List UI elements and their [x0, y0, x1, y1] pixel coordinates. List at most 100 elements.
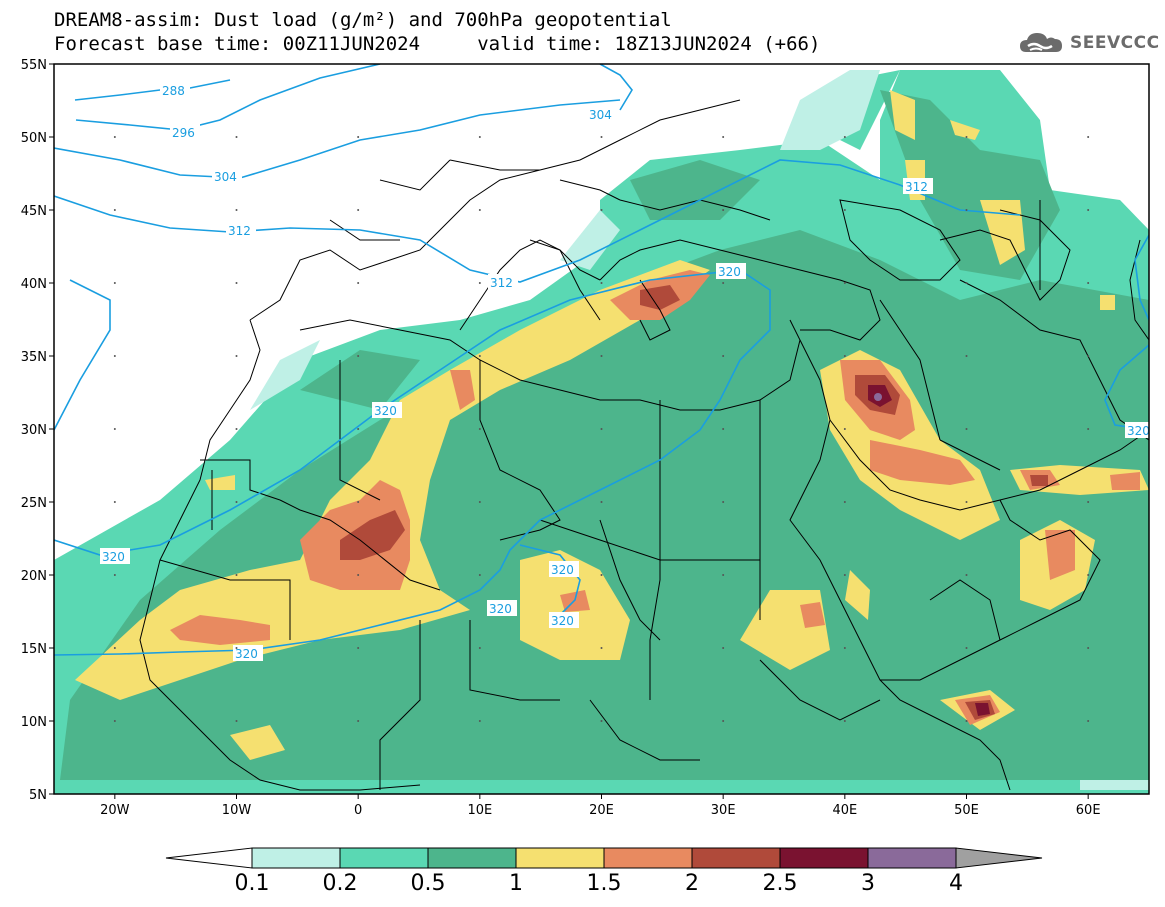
- contour-label-312-east: 312: [905, 180, 928, 194]
- grid-dot: [600, 282, 603, 284]
- lat-tick-label: 55N: [21, 58, 47, 73]
- grid-dot: [235, 720, 238, 722]
- grid-dot: [722, 355, 725, 357]
- grid-dot: [478, 428, 481, 430]
- grid-dot: [357, 282, 360, 284]
- grid-dot: [722, 428, 725, 430]
- grid-dot: [965, 574, 968, 576]
- grid-dot: [843, 428, 846, 430]
- grid-dot: [113, 574, 116, 576]
- grid-dot: [722, 282, 725, 284]
- contour-label-304-west: 304: [214, 170, 237, 184]
- colorbar-segment: [867, 847, 957, 869]
- contour-label-312-west: 312: [228, 224, 251, 238]
- contour-label-320-chad-north: 320: [551, 563, 574, 577]
- grid-dot: [722, 501, 725, 503]
- grid-dot: [1087, 136, 1090, 138]
- colorbar-segment: [339, 847, 429, 869]
- colorbar-label: 3: [861, 871, 875, 896]
- grid-dot: [722, 574, 725, 576]
- lat-tick-label: 25N: [21, 496, 47, 511]
- map-plot-area: 288 296 304 304 312 312 312 320 320 320 …: [54, 64, 1150, 794]
- grid-dot: [357, 136, 360, 138]
- grid-dot: [113, 720, 116, 722]
- map-subtitle: Forecast base time: 00Z11JUN2024 valid t…: [54, 33, 821, 55]
- grid-dot: [1087, 282, 1090, 284]
- grid-dot: [843, 501, 846, 503]
- colorbar-label: 0.2: [323, 871, 358, 896]
- grid-dot: [722, 647, 725, 649]
- colorbar-segment: [251, 847, 341, 869]
- lon-tick-label: 10E: [467, 803, 492, 818]
- grid-dot: [600, 136, 603, 138]
- cloud-icon: [1020, 33, 1062, 52]
- contour-label-320-niger: 320: [489, 602, 512, 616]
- grid-dot: [600, 355, 603, 357]
- colorbar-segment: [603, 847, 693, 869]
- grid-dot: [357, 647, 360, 649]
- lat-tick-label: 35N: [21, 350, 47, 365]
- lat-tick-label: 40N: [21, 277, 47, 292]
- grid-dot: [357, 209, 360, 211]
- longitude-axis: 20W 10W 0 10E 20E 30E 40E 50E 60E: [100, 794, 1101, 818]
- colorbar: 0.1 0.2 0.5 1 1.5 2 2.5 3 4: [165, 847, 1043, 896]
- colorbar-label: 2.5: [763, 871, 798, 896]
- contour-label-288: 288: [162, 84, 185, 98]
- grid-dot: [1087, 428, 1090, 430]
- lon-tick-label: 20W: [100, 803, 130, 818]
- lon-tick-label: 20E: [589, 803, 614, 818]
- grid-dot: [965, 282, 968, 284]
- contour-label-320-algeria: 320: [374, 404, 397, 418]
- grid-dot: [965, 428, 968, 430]
- grid-dot: [843, 355, 846, 357]
- grid-dot: [478, 501, 481, 503]
- grid-dot: [113, 355, 116, 357]
- colorbar-label: 2: [685, 871, 699, 896]
- grid-dot: [113, 647, 116, 649]
- contour-label-320-east: 320: [1127, 424, 1150, 438]
- contour-label-320-chad-south: 320: [551, 614, 574, 628]
- lat-tick-label: 10N: [21, 715, 47, 730]
- grid-dot: [357, 428, 360, 430]
- lon-tick-label: 50E: [954, 803, 979, 818]
- grid-dot: [113, 501, 116, 503]
- coastlines: [139, 99, 1149, 791]
- contour-label-320-sahel: 320: [235, 647, 258, 661]
- seevccc-logo: SEEVCCC: [1018, 28, 1160, 58]
- grid-dot: [478, 282, 481, 284]
- grid-dot: [843, 282, 846, 284]
- lon-tick-label: 0: [354, 803, 362, 818]
- lat-tick-label: 50N: [21, 131, 47, 146]
- grid-dot: [1087, 647, 1090, 649]
- grid-dot: [478, 355, 481, 357]
- lat-tick-label: 30N: [21, 423, 47, 438]
- grid-dot: [965, 720, 968, 722]
- grid-dot: [235, 136, 238, 138]
- grid-dot: [600, 574, 603, 576]
- grid-dot: [843, 209, 846, 211]
- grid-dot: [965, 501, 968, 503]
- colorbar-segment: [427, 847, 517, 869]
- grid-dot: [843, 574, 846, 576]
- grid-dot: [600, 428, 603, 430]
- grid-dot: [600, 501, 603, 503]
- logo-text: SEEVCCC: [1070, 33, 1160, 53]
- grid-dot: [235, 428, 238, 430]
- contour-label-304-east: 304: [589, 108, 612, 122]
- grid-dot: [600, 647, 603, 649]
- map-title: DREAM8-assim: Dust load (g/m²) and 700hP…: [54, 9, 672, 31]
- colorbar-over-triangle: [955, 847, 1043, 869]
- colorbar-under-triangle: [165, 847, 253, 869]
- grid-dot: [235, 647, 238, 649]
- grid-dot: [600, 720, 603, 722]
- colorbar-label: 4: [949, 871, 963, 896]
- colorbar-segment: [779, 847, 869, 869]
- grid-dot: [722, 136, 725, 138]
- grid-dot: [235, 501, 238, 503]
- grid-dot: [1087, 209, 1090, 211]
- lon-tick-label: 40E: [832, 803, 857, 818]
- borders: [159, 159, 1149, 790]
- contour-labels: 288 296 304 304 312 312 312 320 320 320 …: [100, 82, 1150, 661]
- grid-dot: [235, 209, 238, 211]
